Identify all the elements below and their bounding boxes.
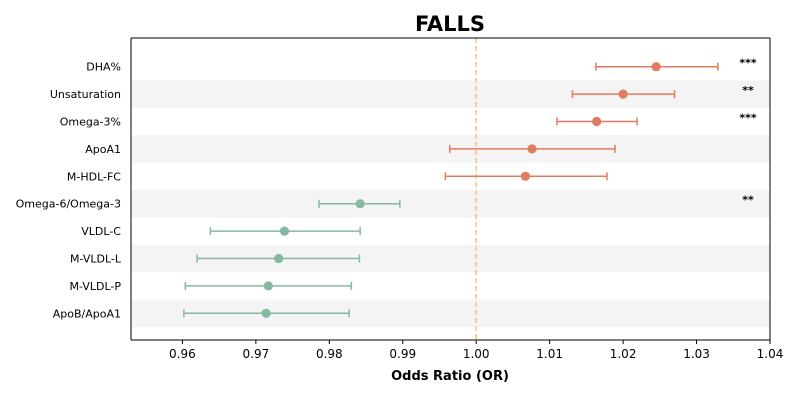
forest-row: Unsaturation ** [50,84,754,101]
row-label: Unsaturation [50,88,121,101]
forest-row: DHA% *** [86,57,757,74]
or-point [651,62,661,72]
row-label: DHA% [86,61,121,74]
row-label: M-HDL-FC [67,170,121,183]
or-point [263,281,273,291]
x-tick-label: 1.01 [536,347,563,361]
row-label: VLDL-C [81,225,121,238]
x-tick-label: 1.02 [610,347,637,361]
row-label: Omega-6/Omega-3 [16,198,121,211]
x-tick-label: 1.03 [683,347,710,361]
row-bands [131,80,770,327]
significance-marker: ** [742,194,754,207]
or-point [355,199,365,209]
or-point [520,171,531,181]
row-band [131,190,770,218]
significance-marker: *** [739,57,757,70]
forest-row: ApoA1 [85,143,616,156]
row-label: ApoA1 [85,143,121,156]
row-label: Omega-3% [60,116,121,129]
chart-marks: DHA% *** Unsaturation ** Omega-3% *** ApoA1 M-H… [16,57,757,321]
chart-title: FALLS [415,12,485,36]
x-tick-label: 1.00 [463,347,490,361]
significance-marker: *** [739,112,757,125]
or-point [618,89,628,99]
x-axis-label: Odds Ratio (OR) [391,369,509,384]
significance-marker: ** [742,84,754,97]
forest-row: M-VLDL-P [70,280,353,293]
x-tick-label: 0.98 [316,347,343,361]
forest-row: Omega-6/Omega-3 ** [16,194,754,211]
axes: 0.96 0.97 0.98 0.99 1.00 1.01 1.02 1.03 1.04 [130,37,784,361]
or-point [592,116,602,127]
forest-row: VLDL-C [81,225,361,238]
x-tick-label: 0.99 [389,347,416,361]
x-tick-label: 0.96 [169,347,196,361]
or-point [261,308,271,318]
row-label: ApoB/ApoA1 [53,307,121,320]
forest-row: M-VLDL-L [70,253,361,266]
x-tick-label: 0.97 [243,347,270,361]
forest-row: ApoB/ApoA1 [53,307,350,320]
or-point [279,226,290,236]
forest-row: Omega-3% *** [60,112,757,129]
x-tick-label: 1.04 [757,347,784,361]
row-label: M-VLDL-L [70,253,122,266]
or-point [274,253,284,264]
or-point [527,144,537,154]
forest-row: M-HDL-FC [67,170,608,183]
row-label: M-VLDL-P [70,280,122,293]
